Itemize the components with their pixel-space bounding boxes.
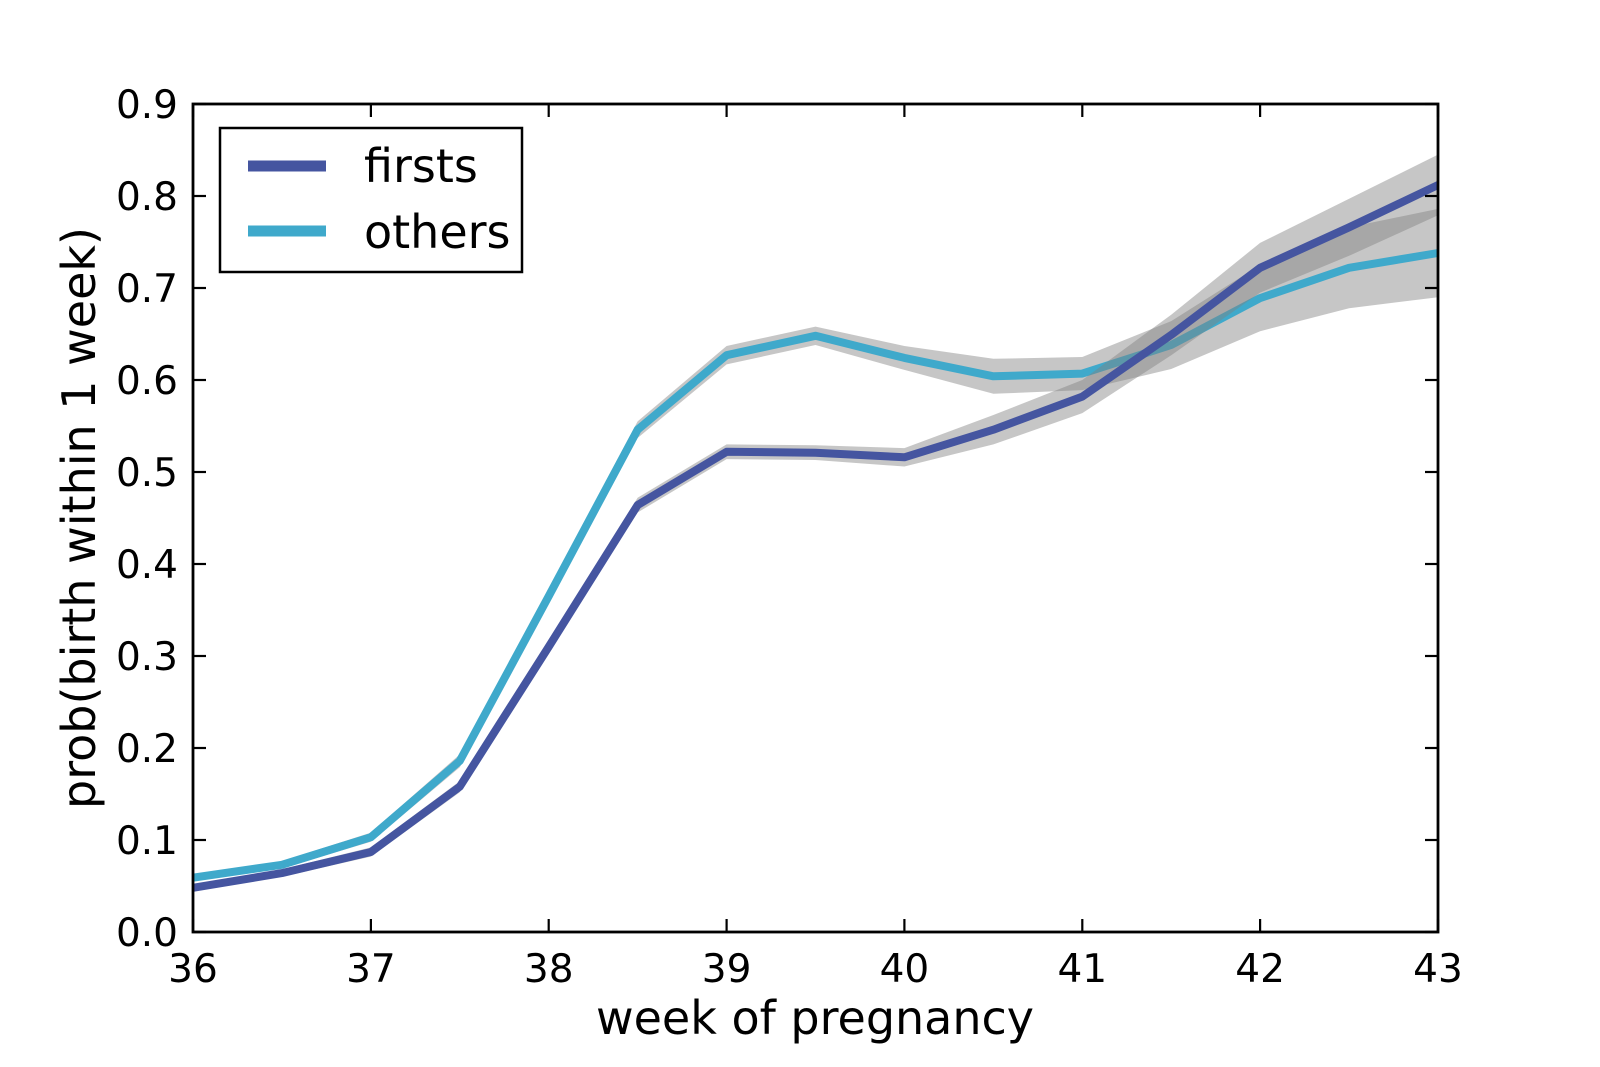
x-tick-label: 42: [1235, 947, 1285, 992]
y-tick-label: 0.8: [116, 175, 178, 220]
x-tick-label: 36: [168, 947, 218, 992]
plot-series: [193, 154, 1438, 892]
y-axis-label: prob(birth within 1 week): [52, 227, 106, 809]
y-tick-label: 0.2: [116, 727, 178, 772]
x-tick-label: 41: [1057, 947, 1107, 992]
x-tick-label: 39: [702, 947, 752, 992]
confidence-band-others: [193, 208, 1438, 882]
axis-ticks: [191, 102, 1440, 934]
y-tick-label: 0.4: [116, 543, 178, 588]
y-tick-label: 0.5: [116, 451, 178, 496]
x-tick-label: 43: [1413, 947, 1463, 992]
axis-tick-labels: 36 37 38 39 40 41 42 43 0.0 0.1 0.2 0.3 0.4 0.5 0.6 0.7…: [116, 83, 1463, 992]
series-line-firsts: [193, 180, 1438, 892]
y-tick-label: 0.3: [116, 635, 178, 680]
axes-frame: [191, 102, 1440, 934]
confidence-band-firsts: [193, 154, 1438, 892]
y-tick-label: 0.6: [116, 359, 178, 404]
series-line-others: [193, 248, 1438, 882]
legend-box: [218, 126, 524, 274]
y-tick-label: 0.7: [116, 267, 178, 312]
legend-label-others: others: [364, 205, 511, 259]
y-tick-label: 0.0: [116, 911, 178, 956]
y-tick-label: 0.1: [116, 819, 178, 864]
legend-label-firsts: firsts: [364, 139, 478, 193]
legend: firsts others: [218, 126, 524, 274]
x-tick-label: 40: [880, 947, 930, 992]
x-tick-label: 38: [524, 947, 574, 992]
y-tick-label: 0.9: [116, 83, 178, 128]
x-axis-label: week of pregnancy: [596, 991, 1034, 1045]
x-tick-label: 37: [346, 947, 396, 992]
